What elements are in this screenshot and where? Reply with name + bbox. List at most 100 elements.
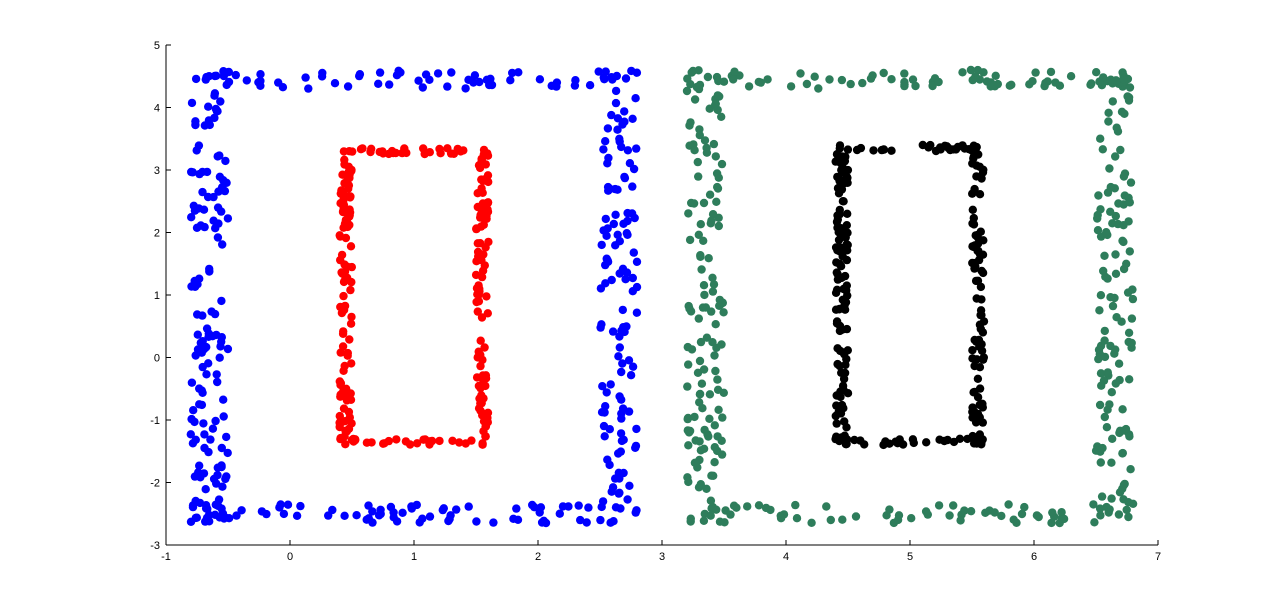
- data-point: [822, 502, 831, 511]
- data-point: [1106, 182, 1116, 192]
- data-point: [966, 65, 976, 75]
- data-point: [856, 143, 866, 153]
- data-point: [1096, 205, 1105, 214]
- data-point: [1125, 198, 1135, 207]
- data-point: [392, 435, 401, 444]
- data-point: [208, 424, 218, 433]
- data-point: [191, 120, 200, 130]
- data-point: [477, 157, 486, 166]
- data-point: [1100, 326, 1110, 336]
- data-point: [1098, 443, 1107, 453]
- data-point: [1102, 423, 1112, 432]
- data-point: [607, 110, 616, 120]
- data-point: [213, 107, 222, 116]
- data-point: [482, 292, 491, 301]
- data-point: [574, 501, 583, 510]
- data-point: [694, 230, 703, 239]
- series-1: [335, 144, 493, 449]
- data-point: [684, 301, 693, 311]
- data-point: [598, 382, 607, 391]
- data-point: [697, 379, 707, 388]
- data-point: [335, 411, 344, 421]
- data-point: [729, 501, 739, 510]
- data-point: [202, 370, 211, 379]
- data-point: [951, 145, 961, 154]
- data-point: [392, 71, 402, 80]
- data-point: [1107, 494, 1116, 503]
- data-point: [976, 306, 986, 315]
- data-point: [1097, 492, 1107, 501]
- data-point: [335, 231, 344, 240]
- data-point: [478, 188, 487, 197]
- data-point: [796, 69, 805, 78]
- data-point: [701, 303, 710, 312]
- data-point: [968, 205, 977, 214]
- data-point: [420, 149, 429, 159]
- data-point: [1119, 237, 1128, 247]
- data-point: [991, 71, 1000, 81]
- data-point: [585, 81, 595, 90]
- data-point: [202, 167, 212, 177]
- data-point: [968, 75, 977, 85]
- data-point: [607, 275, 616, 285]
- data-point: [203, 192, 213, 202]
- data-point: [398, 148, 407, 158]
- data-point: [1111, 379, 1121, 388]
- data-point: [478, 266, 488, 275]
- data-point: [709, 280, 719, 289]
- data-point: [483, 171, 493, 180]
- data-point: [977, 295, 986, 304]
- data-point: [1106, 293, 1115, 302]
- y-tick-label: -2: [150, 478, 160, 490]
- data-point: [693, 157, 702, 167]
- data-point: [194, 468, 203, 477]
- data-point: [627, 66, 636, 76]
- data-point: [696, 220, 705, 229]
- data-point: [839, 348, 848, 357]
- data-point: [1117, 317, 1126, 326]
- data-point: [412, 439, 422, 448]
- data-point: [446, 511, 455, 520]
- data-point: [340, 511, 349, 520]
- data-point: [191, 74, 201, 84]
- data-point: [709, 139, 719, 149]
- data-point: [710, 443, 719, 452]
- data-point: [279, 509, 289, 519]
- data-point: [214, 219, 223, 228]
- data-point: [719, 388, 728, 397]
- data-point: [481, 381, 490, 391]
- data-point: [608, 483, 618, 492]
- data-point: [514, 68, 523, 77]
- data-point: [598, 497, 608, 506]
- data-point: [195, 169, 204, 179]
- data-point: [207, 307, 216, 316]
- data-point: [1105, 400, 1114, 409]
- data-point: [1102, 228, 1111, 237]
- data-point: [190, 206, 200, 215]
- data-point: [204, 329, 213, 338]
- data-point: [683, 413, 693, 423]
- data-point: [1100, 412, 1110, 422]
- data-point: [851, 512, 861, 521]
- x-tick-label: 6: [1031, 551, 1037, 563]
- data-point: [215, 151, 224, 160]
- data-point: [479, 145, 489, 155]
- data-point: [1090, 518, 1099, 527]
- data-point: [921, 507, 931, 516]
- x-tick-label: 3: [659, 551, 665, 563]
- data-point: [539, 516, 548, 525]
- data-point: [221, 156, 230, 166]
- data-point: [940, 141, 950, 150]
- data-point: [344, 424, 354, 433]
- data-point: [1113, 127, 1123, 136]
- data-point: [216, 97, 225, 106]
- data-point: [866, 74, 876, 83]
- data-point: [699, 198, 709, 208]
- data-point: [1127, 314, 1137, 323]
- x-tick-label: -1: [161, 551, 171, 563]
- data-point: [345, 173, 354, 183]
- x-tick-label: 7: [1155, 551, 1161, 563]
- data-point: [489, 518, 498, 527]
- data-point: [472, 297, 481, 307]
- data-point: [219, 412, 228, 421]
